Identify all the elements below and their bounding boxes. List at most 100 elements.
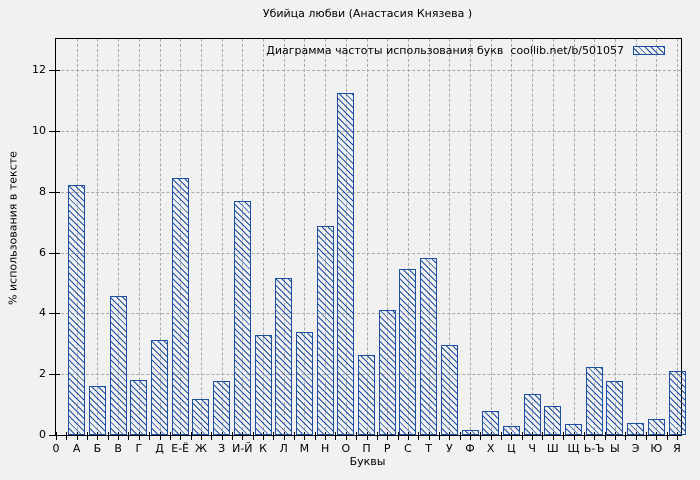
x-gridline — [428, 39, 430, 435]
bar-Э — [627, 423, 645, 435]
x-tick — [169, 435, 171, 440]
x-tick-inner — [211, 432, 213, 435]
y-tick — [49, 70, 56, 72]
x-tick-label: М — [299, 442, 310, 455]
x-tick-label: Ы — [610, 442, 620, 455]
x-tick — [356, 435, 358, 440]
x-tick-inner — [645, 432, 647, 435]
x-tick — [242, 435, 244, 440]
hatched-swatch-icon — [633, 46, 665, 55]
x-tick — [325, 435, 327, 440]
bar-У — [440, 345, 458, 435]
x-gridline — [118, 39, 120, 435]
x-tick-inner — [459, 432, 461, 435]
y-gridline — [56, 70, 681, 72]
x-tick — [76, 435, 78, 440]
bar-Г — [130, 380, 148, 435]
y-gridline — [56, 130, 681, 132]
x-gridline — [511, 39, 513, 435]
x-axis-label: Буквы — [349, 455, 386, 468]
x-tick — [542, 435, 544, 440]
y-tick-inner — [56, 130, 60, 132]
x-tick-label: С — [404, 442, 412, 455]
y-tick-label: 8 — [39, 184, 46, 198]
x-gridline — [304, 39, 306, 435]
bar-Ф — [461, 430, 479, 435]
bar-Р — [378, 310, 396, 435]
y-gridline — [56, 252, 681, 254]
y-tick-inner — [56, 191, 60, 193]
y-tick-inner — [56, 374, 60, 376]
bar-Т — [420, 258, 438, 435]
x-tick-label: Х — [486, 442, 495, 455]
bar-С — [399, 269, 417, 435]
x-tick-inner — [666, 432, 668, 435]
x-tick-label: А — [72, 442, 81, 455]
x-tick-label: Ч — [528, 442, 536, 455]
x-tick — [511, 435, 513, 440]
x-tick — [87, 435, 89, 440]
y-axis-label: % использования в тексте — [6, 151, 20, 305]
x-tick — [635, 435, 637, 440]
x-tick-inner — [418, 432, 420, 435]
x-tick — [552, 435, 554, 440]
x-tick — [480, 435, 482, 440]
x-tick — [180, 435, 182, 440]
x-tick-label: О — [341, 442, 351, 455]
x-tick — [149, 435, 151, 440]
bar-Д — [151, 340, 168, 435]
x-tick — [366, 435, 368, 440]
y-tick-label: 0 — [39, 428, 46, 441]
bar-И-Й — [233, 201, 251, 435]
x-tick-label: Щ — [567, 442, 580, 455]
bar-Щ — [565, 424, 582, 435]
x-gridline — [656, 39, 658, 435]
bar-В — [109, 296, 127, 435]
x-gridline — [677, 39, 678, 435]
x-tick-inner — [563, 432, 565, 435]
x-tick — [407, 435, 409, 440]
x-tick — [604, 435, 606, 440]
y-tick-label: 6 — [39, 245, 46, 259]
x-tick — [221, 435, 223, 440]
x-tick-inner — [501, 432, 503, 435]
x-tick-inner — [583, 432, 585, 435]
x-tick-inner — [521, 432, 523, 435]
x-tick — [563, 435, 565, 440]
x-tick — [583, 435, 585, 440]
x-tick — [159, 435, 161, 440]
x-tick-inner — [335, 432, 337, 435]
x-tick — [438, 435, 440, 440]
x-tick — [521, 435, 523, 440]
x-tick-inner — [66, 432, 68, 435]
x-tick — [645, 435, 647, 440]
x-tick — [594, 435, 596, 440]
x-tick-label: Р — [383, 442, 391, 455]
x-tick-inner — [625, 432, 627, 435]
x-tick-label: Б — [93, 442, 102, 455]
x-tick-inner — [231, 432, 233, 435]
x-tick-inner — [107, 432, 109, 435]
x-tick — [345, 435, 347, 440]
x-tick-inner — [294, 432, 296, 435]
bar-Б — [88, 386, 106, 435]
x-tick — [263, 435, 264, 440]
x-gridline — [635, 39, 637, 435]
x-gridline — [449, 39, 451, 435]
bar-К — [254, 335, 272, 435]
x-tick-inner — [252, 432, 254, 435]
x-tick-label: Ю — [650, 442, 663, 455]
x-tick — [66, 435, 68, 440]
x-tick — [387, 435, 389, 440]
bar-Ь-Ъ — [585, 367, 603, 435]
bar-Я — [668, 371, 686, 435]
bar-М — [295, 332, 313, 435]
x-tick-inner — [87, 432, 89, 435]
bar-Ш — [544, 406, 562, 435]
x-gridline — [552, 39, 554, 435]
legend-label: Диаграмма частоты использования букв coo… — [266, 44, 624, 57]
x-tick-label-0: 0 — [52, 442, 60, 455]
x-gridline — [573, 39, 575, 435]
y-gridline — [56, 313, 681, 315]
y-tick-inner — [56, 70, 60, 72]
